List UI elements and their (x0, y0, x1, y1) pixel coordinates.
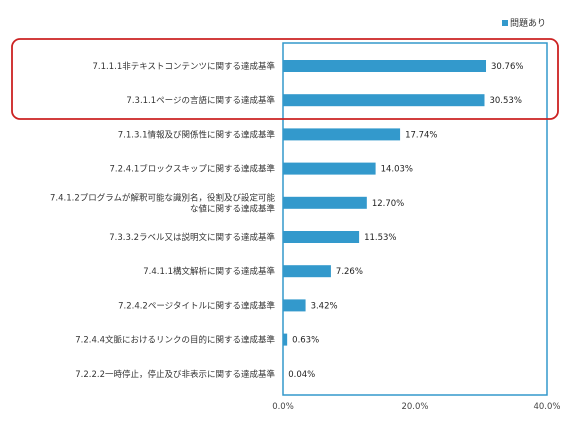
highlight-box (11, 38, 559, 120)
bar-8 (283, 333, 288, 346)
value-label-3: 14.03% (381, 165, 413, 175)
bar-6 (283, 265, 331, 278)
value-label-7: 3.42% (311, 301, 338, 311)
x-tick-label-2: 40.0% (533, 402, 560, 412)
bar-1 (283, 94, 485, 107)
bar-5 (283, 231, 360, 243)
category-label-9: 7.2.2.2一時停止，停止及び非表示に関する達成基準 (75, 369, 275, 380)
category-label-6: 7.4.1.1構文解析に関する達成基準 (143, 266, 275, 277)
bar-3 (283, 162, 376, 175)
x-tick-label-1: 20.0% (401, 402, 428, 412)
value-label-1: 30.53% (489, 96, 521, 106)
bar-9 (283, 367, 284, 380)
value-label-6: 7.26% (336, 267, 363, 277)
category-label-2: 7.1.3.1情報及び関係性に関する達成基準 (118, 129, 276, 140)
category-label-1: 7.3.1.1ページの言語に関する達成基準 (126, 95, 275, 106)
x-tick-label-0: 0.0% (272, 402, 294, 412)
value-label-4: 12.70% (372, 199, 404, 209)
category-label-4-line-0: 7.4.1.2プログラムが解釈可能な識別名，役割及び設定可能 (50, 192, 275, 203)
value-label-8: 0.63% (292, 336, 319, 346)
bar-0 (283, 60, 487, 72)
plot-frame (282, 42, 548, 396)
category-label-5: 7.3.3.2ラベル又は説明文に関する達成基準 (109, 232, 275, 243)
value-label-2: 17.74% (405, 130, 437, 140)
category-label-0: 7.1.1.1非テキストコンテンツに関する達成基準 (93, 61, 276, 72)
bar-7 (283, 299, 306, 312)
bar-4 (283, 196, 367, 209)
category-label-4-line-1: な値に関する達成基準 (190, 203, 276, 214)
value-label-9: 0.04% (288, 370, 315, 380)
category-label-7: 7.2.4.2ページタイトルに関する達成基準 (118, 300, 275, 311)
bar-2 (283, 128, 401, 141)
value-label-5: 11.53% (364, 233, 396, 243)
category-label-3: 7.2.4.1ブロックスキップに関する達成基準 (110, 164, 276, 175)
legend-label: 問題あり (510, 18, 546, 29)
value-label-0: 30.76% (491, 62, 523, 72)
legend-swatch (502, 20, 508, 26)
category-label-8: 7.2.4.4文脈におけるリンクの目的に関する達成基準 (75, 335, 275, 346)
